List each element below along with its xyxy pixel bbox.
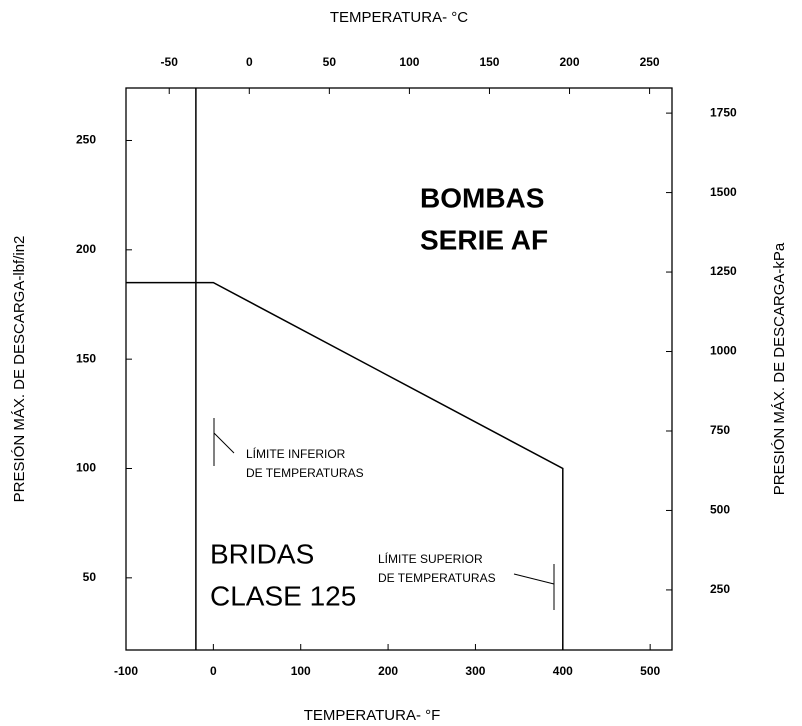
y2-tick-label: 750	[710, 423, 730, 437]
x2-tick-label: 50	[323, 55, 337, 69]
x-tick-label: 200	[378, 664, 398, 678]
leader	[513, 573, 555, 585]
x-axis-label: TEMPERATURA- °F	[304, 707, 441, 724]
y-axis-label: PRESIÓN MÁX. DE DESCARGA-lbf/in2	[11, 236, 28, 503]
x-tick-label: 500	[640, 664, 660, 678]
plot-frame	[125, 87, 673, 651]
y-tick-label: 200	[76, 242, 96, 256]
y-tick-label: 250	[76, 133, 96, 147]
y-tick-label: 150	[76, 351, 96, 365]
x2-tick-label: 0	[246, 55, 253, 69]
y-tick-label: 50	[83, 570, 97, 584]
annotation: DE TEMPERATURAS	[378, 571, 496, 585]
y2-tick-label: 500	[710, 503, 730, 517]
x2-tick-label: 150	[479, 55, 499, 69]
y2-tick-label: 1750	[710, 105, 737, 119]
x2-tick-label: 200	[560, 55, 580, 69]
annotation: BOMBAS	[420, 182, 544, 213]
x-tick-label: 0	[210, 664, 217, 678]
annotation: LÍMITE INFERIOR	[246, 446, 346, 461]
annotation: DE TEMPERATURAS	[246, 466, 364, 480]
x-tick-label: 100	[291, 664, 311, 678]
x2-tick-label: -50	[161, 55, 179, 69]
y-tick-label: 100	[76, 461, 96, 475]
x2-tick-label: 100	[399, 55, 419, 69]
y2-tick-label: 1250	[710, 264, 737, 278]
x-tick-label: 400	[553, 664, 573, 678]
annotation: BRIDAS	[210, 538, 314, 569]
y2-tick-label: 250	[710, 582, 730, 596]
y2-tick-label: 1500	[710, 185, 737, 199]
y2-tick-label: 1000	[710, 344, 737, 358]
x2-axis-label: TEMPERATURA- °C	[330, 9, 468, 26]
x2-tick-label: 250	[640, 55, 660, 69]
x-tick-label: -100	[114, 664, 138, 678]
annotation: LÍMITE SUPERIOR	[378, 551, 483, 566]
annotation: SERIE AF	[420, 224, 548, 255]
leader	[213, 432, 235, 454]
annotation: CLASE 125	[210, 580, 356, 611]
x-tick-label: 300	[465, 664, 485, 678]
data-line	[126, 281, 564, 650]
y2-axis-label: PRESIÓN MÁX. DE DESCARGA-kPa	[771, 242, 788, 495]
